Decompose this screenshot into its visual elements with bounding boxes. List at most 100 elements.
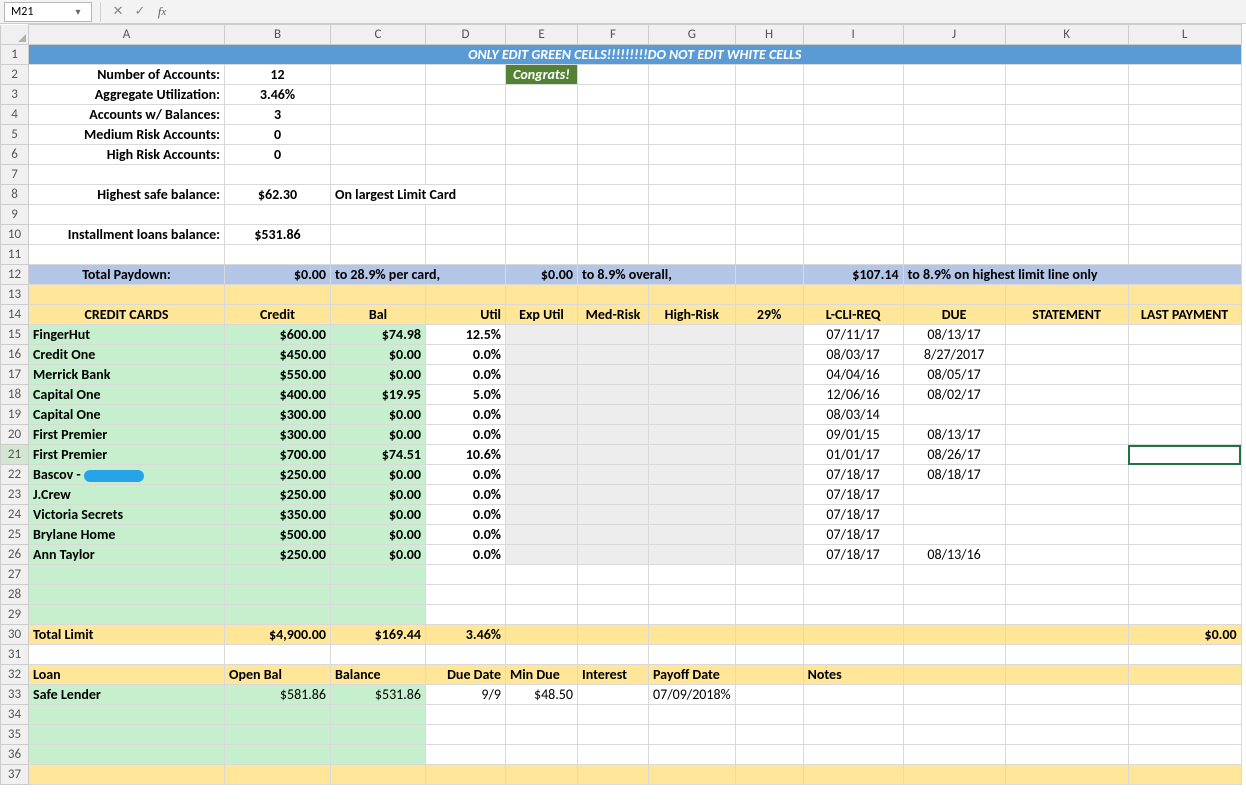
cell[interactable] xyxy=(903,585,1005,605)
cell[interactable] xyxy=(426,165,506,185)
cell[interactable] xyxy=(649,505,736,525)
cell[interactable] xyxy=(649,285,736,305)
row-head[interactable]: 15 xyxy=(1,325,29,345)
cell[interactable] xyxy=(331,145,426,165)
cell[interactable] xyxy=(903,245,1005,265)
cell[interactable]: $0.00 xyxy=(331,525,426,545)
cell[interactable] xyxy=(506,465,578,485)
cell[interactable] xyxy=(1005,65,1128,85)
cell[interactable] xyxy=(735,425,803,445)
cell[interactable] xyxy=(903,765,1005,785)
cell[interactable]: 9/9 xyxy=(426,685,506,705)
cell[interactable] xyxy=(649,605,736,625)
col-head[interactable]: A xyxy=(29,25,225,45)
cell[interactable]: High-Risk xyxy=(649,305,736,325)
cell[interactable] xyxy=(426,745,506,765)
cell[interactable] xyxy=(803,705,903,725)
cell[interactable]: $700.00 xyxy=(225,445,331,465)
cell[interactable] xyxy=(331,745,426,765)
cell[interactable]: $300.00 xyxy=(225,425,331,445)
cell[interactable] xyxy=(225,245,331,265)
cell[interactable] xyxy=(1005,145,1128,165)
cell[interactable] xyxy=(1005,625,1128,645)
cell[interactable]: 08/03/17 xyxy=(803,345,903,365)
row-head[interactable]: 3 xyxy=(1,85,29,105)
cell[interactable]: 08/18/17 xyxy=(903,465,1005,485)
cell[interactable]: 0.0% xyxy=(426,465,506,485)
cell[interactable] xyxy=(331,225,426,245)
cell[interactable] xyxy=(735,745,803,765)
cell[interactable] xyxy=(735,85,803,105)
cell[interactable] xyxy=(426,765,506,785)
cell[interactable] xyxy=(735,245,803,265)
cell[interactable] xyxy=(29,745,225,765)
cell[interactable]: to 8.9% on highest limit line only xyxy=(903,265,1241,285)
cell[interactable] xyxy=(735,185,803,205)
row-head[interactable]: 24 xyxy=(1,505,29,525)
cell[interactable] xyxy=(578,65,649,85)
cell[interactable] xyxy=(649,485,736,505)
cell[interactable] xyxy=(29,585,225,605)
cell[interactable] xyxy=(803,105,903,125)
cell[interactable]: 10.6% xyxy=(426,445,506,465)
cell[interactable] xyxy=(578,125,649,145)
cell[interactable]: Min Due xyxy=(506,665,578,685)
cell[interactable] xyxy=(578,185,649,205)
cell[interactable]: $0.00 xyxy=(331,345,426,365)
cell[interactable]: $300.00 xyxy=(225,405,331,425)
cell[interactable] xyxy=(649,745,736,765)
col-head[interactable]: C xyxy=(331,25,426,45)
cell[interactable] xyxy=(1128,105,1241,125)
cell[interactable]: to 28.9% per card, xyxy=(331,265,506,285)
cell[interactable]: $531.86 xyxy=(225,225,331,245)
cell[interactable] xyxy=(225,745,331,765)
cell[interactable] xyxy=(735,505,803,525)
cell[interactable] xyxy=(1005,645,1128,665)
row-head[interactable]: 17 xyxy=(1,365,29,385)
cell[interactable]: Payoff Date xyxy=(649,665,736,685)
cell[interactable] xyxy=(1005,685,1128,705)
cell[interactable]: 01/01/17 xyxy=(803,445,903,465)
cell[interactable] xyxy=(803,185,903,205)
col-head[interactable]: L xyxy=(1128,25,1241,45)
cell[interactable] xyxy=(803,605,903,625)
spreadsheet-grid[interactable]: A B C D E F G H I J K L 1ONLY EDIT GREEN… xyxy=(0,24,1246,785)
cell[interactable]: Interest xyxy=(578,665,649,685)
cell[interactable] xyxy=(1128,465,1241,485)
cell[interactable] xyxy=(735,525,803,545)
cell[interactable]: Capital One xyxy=(29,385,225,405)
cell[interactable] xyxy=(735,165,803,185)
cell[interactable] xyxy=(649,345,736,365)
cell[interactable] xyxy=(1005,725,1128,745)
cell[interactable] xyxy=(331,165,426,185)
cell[interactable] xyxy=(1005,705,1128,725)
cell[interactable] xyxy=(426,285,506,305)
cell[interactable] xyxy=(1005,425,1128,445)
cell[interactable]: FingerHut xyxy=(29,325,225,345)
cell[interactable] xyxy=(331,285,426,305)
cell[interactable] xyxy=(506,165,578,185)
cell[interactable]: Accounts w/ Balances: xyxy=(29,105,225,125)
row-head[interactable]: 26 xyxy=(1,545,29,565)
select-all-corner[interactable] xyxy=(1,25,29,45)
cell[interactable] xyxy=(29,165,225,185)
cell[interactable]: LAST PAYMENT xyxy=(1128,305,1241,325)
cell[interactable] xyxy=(1128,665,1241,685)
cell[interactable]: 08/03/14 xyxy=(803,405,903,425)
cell[interactable] xyxy=(649,565,736,585)
cell[interactable] xyxy=(803,125,903,145)
cell[interactable]: 08/13/16 xyxy=(903,545,1005,565)
cell[interactable]: Merrick Bank xyxy=(29,365,225,385)
cell[interactable] xyxy=(1128,545,1241,565)
row-head[interactable]: 30 xyxy=(1,625,29,645)
cell[interactable] xyxy=(578,285,649,305)
row-head[interactable]: 14 xyxy=(1,305,29,325)
cell[interactable] xyxy=(903,65,1005,85)
cell[interactable] xyxy=(803,685,903,705)
cell[interactable]: STATEMENT xyxy=(1005,305,1128,325)
cell[interactable] xyxy=(1005,765,1128,785)
row-head[interactable]: 19 xyxy=(1,405,29,425)
cell[interactable] xyxy=(649,185,736,205)
cell[interactable] xyxy=(225,205,331,225)
cell[interactable] xyxy=(803,765,903,785)
